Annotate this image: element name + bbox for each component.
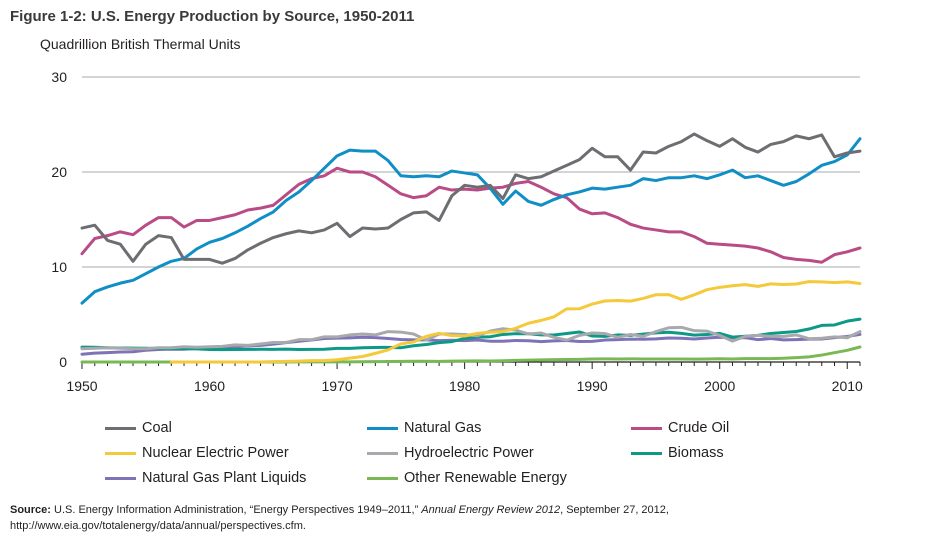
x-tick-label-1950: 1950 <box>66 378 97 394</box>
series-lines <box>80 132 862 364</box>
source-publication: Annual Energy Review 2012 <box>421 504 561 516</box>
legend-label-crude-oil: Crude Oil <box>668 420 730 436</box>
source-label: Source: <box>10 504 51 516</box>
legend-item-coal: Coal <box>105 418 172 438</box>
line-chart: 0 10 20 30 1950 1960 1970 1980 1990 2000 2010 <box>51 69 863 394</box>
legend-swatch-other-renewable-energy <box>367 476 398 480</box>
gridlines <box>82 76 860 268</box>
legend-item-hydroelectric-power: Hydroelectric Power <box>367 443 534 463</box>
source-text: U.S. Energy Information Administration, … <box>50 504 422 516</box>
source-date: , September 27, 2012, <box>560 504 669 516</box>
series-line-nuclear-electric-power <box>169 280 862 364</box>
figure-title: Figure 1-2: U.S. Energy Production by So… <box>10 8 415 25</box>
legend: Coal Natural Gas Crude Oil Nuclear Electric… <box>105 418 865 493</box>
legend-label-coal: Coal <box>142 420 172 436</box>
source-note: Source: U.S. Energy Information Administ… <box>10 502 710 534</box>
legend-item-crude-oil: Crude Oil <box>631 418 729 438</box>
legend-item-other-renewable-energy: Other Renewable Energy <box>367 468 567 488</box>
x-tick-label-1970: 1970 <box>322 378 353 394</box>
legend-label-natural-gas-plant-liquids: Natural Gas Plant Liquids <box>142 470 307 486</box>
y-tick-label-10: 10 <box>51 259 67 275</box>
source-url: http://www.eia.gov/totalenergy/data/annu… <box>10 520 306 532</box>
y-tick-label-20: 20 <box>51 164 67 180</box>
y-tick-label-0: 0 <box>59 354 67 370</box>
x-tick-label-1980: 1980 <box>449 378 480 394</box>
legend-label-hydroelectric-power: Hydroelectric Power <box>404 445 534 461</box>
axes: 0 10 20 30 1950 1960 1970 1980 1990 2000 2010 <box>51 69 863 394</box>
legend-swatch-biomass <box>631 451 662 455</box>
series-line-natural-gas <box>80 137 862 305</box>
x-tick-label-2010: 2010 <box>832 378 863 394</box>
legend-swatch-nuclear-electric-power <box>105 451 136 455</box>
legend-label-biomass: Biomass <box>668 445 724 461</box>
legend-label-other-renewable-energy: Other Renewable Energy <box>404 470 567 486</box>
legend-item-nuclear-electric-power: Nuclear Electric Power <box>105 443 289 463</box>
x-tick-label-2000: 2000 <box>704 378 735 394</box>
legend-item-natural-gas-plant-liquids: Natural Gas Plant Liquids <box>105 468 306 488</box>
series-line-biomass <box>80 317 862 352</box>
y-tick-label-30: 30 <box>51 69 67 85</box>
legend-swatch-natural-gas-plant-liquids <box>105 476 136 480</box>
legend-swatch-natural-gas <box>367 426 398 430</box>
legend-swatch-coal <box>105 426 136 430</box>
series-line-coal <box>80 132 862 265</box>
legend-swatch-crude-oil <box>631 426 662 430</box>
legend-label-nuclear-electric-power: Nuclear Electric Power <box>142 445 289 461</box>
series-line-crude-oil <box>80 166 862 264</box>
legend-label-natural-gas: Natural Gas <box>404 420 482 436</box>
legend-item-biomass: Biomass <box>631 443 724 463</box>
legend-swatch-hydroelectric-power <box>367 451 398 455</box>
x-tick-label-1990: 1990 <box>577 378 608 394</box>
x-tick-label-1960: 1960 <box>194 378 225 394</box>
legend-item-natural-gas: Natural Gas <box>367 418 481 438</box>
y-axis-units-label: Quadrillion British Thermal Units <box>40 36 241 52</box>
